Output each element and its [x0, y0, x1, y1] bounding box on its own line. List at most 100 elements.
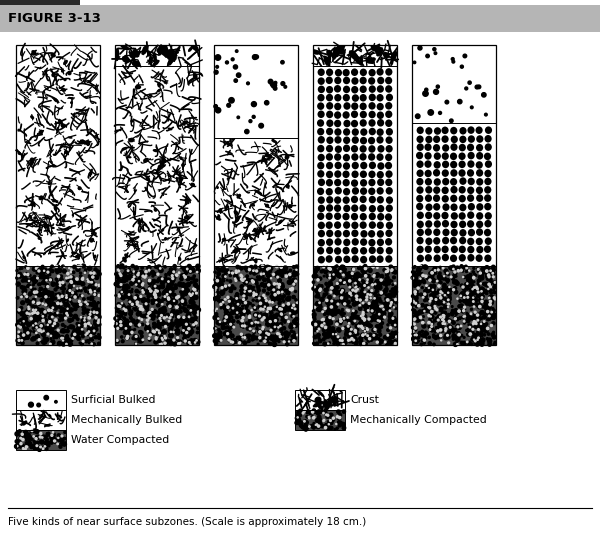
Circle shape — [428, 324, 432, 328]
Circle shape — [466, 270, 468, 272]
Polygon shape — [149, 55, 152, 65]
Circle shape — [34, 448, 35, 450]
Circle shape — [476, 286, 481, 290]
Circle shape — [413, 310, 416, 314]
Ellipse shape — [343, 137, 350, 144]
Circle shape — [258, 277, 261, 280]
Circle shape — [322, 311, 323, 312]
Circle shape — [451, 309, 454, 312]
Ellipse shape — [317, 110, 325, 118]
Circle shape — [329, 420, 331, 421]
Circle shape — [170, 311, 175, 315]
Ellipse shape — [368, 85, 376, 93]
Circle shape — [28, 308, 29, 310]
Polygon shape — [64, 150, 68, 154]
Circle shape — [370, 309, 374, 313]
Circle shape — [25, 310, 29, 315]
Ellipse shape — [326, 145, 333, 152]
Circle shape — [45, 338, 49, 341]
Ellipse shape — [351, 145, 358, 152]
Circle shape — [376, 311, 379, 314]
Circle shape — [266, 319, 270, 323]
Ellipse shape — [377, 247, 384, 254]
Circle shape — [23, 321, 24, 322]
Circle shape — [193, 339, 197, 343]
Polygon shape — [268, 228, 272, 234]
Circle shape — [475, 302, 478, 306]
Circle shape — [371, 310, 373, 312]
Circle shape — [373, 265, 374, 267]
Circle shape — [179, 321, 183, 325]
Circle shape — [349, 331, 352, 335]
Polygon shape — [290, 251, 296, 255]
Circle shape — [136, 283, 139, 286]
Circle shape — [481, 323, 482, 324]
Circle shape — [431, 324, 433, 325]
Circle shape — [462, 286, 464, 288]
Circle shape — [45, 300, 47, 302]
Circle shape — [341, 317, 344, 320]
Circle shape — [266, 278, 269, 281]
Circle shape — [329, 316, 331, 319]
Circle shape — [393, 291, 397, 295]
Circle shape — [169, 317, 171, 319]
Circle shape — [277, 333, 280, 335]
Circle shape — [55, 323, 59, 327]
Circle shape — [421, 273, 423, 275]
Circle shape — [265, 306, 267, 309]
Circle shape — [35, 309, 37, 310]
Circle shape — [490, 300, 491, 302]
Circle shape — [222, 305, 226, 309]
Circle shape — [256, 292, 259, 295]
Circle shape — [360, 320, 364, 324]
Circle shape — [259, 276, 262, 278]
Polygon shape — [254, 258, 257, 263]
Circle shape — [316, 342, 319, 345]
Circle shape — [394, 317, 396, 319]
Circle shape — [329, 329, 331, 331]
Circle shape — [234, 340, 237, 343]
Circle shape — [59, 320, 61, 322]
Ellipse shape — [467, 246, 475, 253]
Circle shape — [31, 445, 34, 447]
Circle shape — [424, 267, 427, 269]
Ellipse shape — [417, 229, 424, 236]
Circle shape — [389, 326, 391, 329]
Circle shape — [193, 310, 196, 312]
Circle shape — [85, 301, 86, 303]
Circle shape — [349, 286, 350, 288]
Ellipse shape — [450, 178, 457, 186]
Circle shape — [416, 293, 419, 296]
Circle shape — [189, 300, 191, 302]
Circle shape — [32, 309, 34, 311]
Circle shape — [44, 437, 46, 440]
Circle shape — [245, 303, 248, 307]
Circle shape — [47, 333, 49, 335]
Circle shape — [36, 315, 39, 318]
Circle shape — [480, 276, 484, 280]
Circle shape — [50, 342, 53, 345]
Circle shape — [128, 295, 132, 299]
Circle shape — [427, 277, 429, 280]
Ellipse shape — [442, 152, 449, 160]
Circle shape — [321, 324, 323, 326]
Circle shape — [116, 283, 119, 287]
Ellipse shape — [416, 186, 424, 194]
Circle shape — [254, 265, 257, 268]
Circle shape — [128, 325, 130, 328]
Ellipse shape — [351, 103, 358, 110]
Polygon shape — [337, 45, 342, 51]
Circle shape — [121, 275, 123, 277]
Circle shape — [124, 285, 128, 288]
Circle shape — [246, 278, 250, 282]
Circle shape — [215, 312, 218, 316]
Circle shape — [342, 410, 346, 413]
Circle shape — [33, 279, 37, 283]
Circle shape — [318, 417, 322, 421]
Circle shape — [274, 337, 278, 341]
Circle shape — [262, 337, 265, 339]
Ellipse shape — [467, 211, 475, 219]
Circle shape — [431, 322, 434, 325]
Polygon shape — [37, 229, 41, 232]
Polygon shape — [376, 47, 383, 57]
